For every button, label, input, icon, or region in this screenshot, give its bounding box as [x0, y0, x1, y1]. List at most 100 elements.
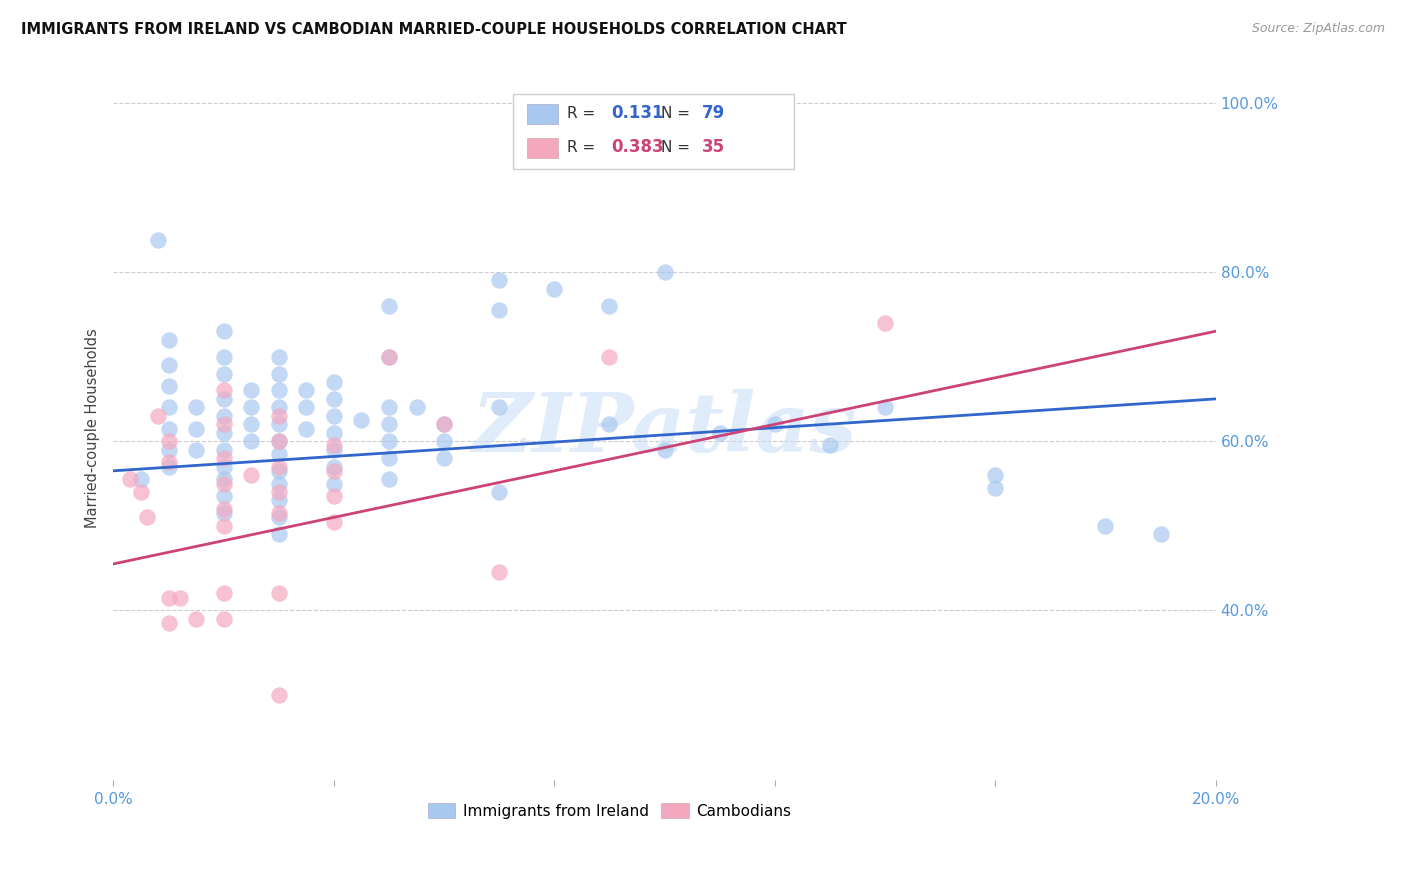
Point — [323, 515, 346, 529]
Point — [433, 434, 456, 449]
Point — [378, 434, 401, 449]
Point — [295, 421, 318, 435]
Point — [598, 417, 620, 432]
Point — [267, 367, 290, 381]
Point — [267, 434, 290, 449]
Point — [267, 459, 290, 474]
Point — [146, 409, 169, 423]
Point — [267, 586, 290, 600]
Point — [157, 434, 180, 449]
Point — [267, 485, 290, 500]
Point — [118, 472, 141, 486]
Point — [212, 425, 235, 440]
Point — [350, 413, 373, 427]
Point — [1094, 518, 1116, 533]
Point — [323, 476, 346, 491]
Point — [157, 401, 180, 415]
Point — [129, 485, 152, 500]
Point — [323, 459, 346, 474]
Point — [378, 401, 401, 415]
Text: N =: N = — [661, 106, 695, 120]
Point — [267, 417, 290, 432]
Point — [267, 506, 290, 520]
Point — [157, 442, 180, 457]
Point — [267, 434, 290, 449]
Text: R =: R = — [567, 140, 600, 154]
Point — [212, 367, 235, 381]
Text: 0.131: 0.131 — [612, 104, 664, 122]
Point — [212, 476, 235, 491]
Point — [212, 518, 235, 533]
Point — [212, 392, 235, 406]
Point — [267, 350, 290, 364]
Point — [240, 384, 263, 398]
Point — [267, 476, 290, 491]
Text: R =: R = — [567, 106, 600, 120]
Point — [818, 438, 841, 452]
Point — [323, 464, 346, 478]
Y-axis label: Married-couple Households: Married-couple Households — [86, 328, 100, 528]
Point — [240, 401, 263, 415]
Point — [984, 481, 1007, 495]
Point — [212, 417, 235, 432]
Point — [129, 472, 152, 486]
Point — [212, 506, 235, 520]
Point — [488, 566, 510, 580]
Text: N =: N = — [661, 140, 695, 154]
Point — [488, 485, 510, 500]
Point — [654, 265, 676, 279]
Point — [598, 299, 620, 313]
Point — [984, 468, 1007, 483]
Point — [212, 451, 235, 466]
Point — [488, 401, 510, 415]
Point — [186, 421, 208, 435]
Point — [186, 401, 208, 415]
Point — [212, 350, 235, 364]
Point — [267, 493, 290, 508]
Point — [212, 384, 235, 398]
Point — [267, 464, 290, 478]
Point — [598, 350, 620, 364]
Point — [135, 510, 157, 524]
Text: Source: ZipAtlas.com: Source: ZipAtlas.com — [1251, 22, 1385, 36]
Point — [763, 417, 786, 432]
Point — [654, 442, 676, 457]
Point — [240, 434, 263, 449]
Point — [157, 333, 180, 347]
Point — [212, 489, 235, 503]
Text: 79: 79 — [702, 104, 725, 122]
Text: 35: 35 — [702, 138, 724, 156]
Point — [240, 468, 263, 483]
Point — [157, 379, 180, 393]
Point — [433, 417, 456, 432]
Point — [212, 324, 235, 338]
Point — [146, 233, 169, 247]
Point — [323, 375, 346, 389]
Point — [295, 401, 318, 415]
Point — [433, 417, 456, 432]
Point — [378, 350, 401, 364]
Point — [212, 502, 235, 516]
Point — [267, 688, 290, 702]
Text: IMMIGRANTS FROM IRELAND VS CAMBODIAN MARRIED-COUPLE HOUSEHOLDS CORRELATION CHART: IMMIGRANTS FROM IRELAND VS CAMBODIAN MAR… — [21, 22, 846, 37]
Point — [157, 358, 180, 372]
Point — [709, 425, 731, 440]
Point — [488, 303, 510, 318]
Text: 0.383: 0.383 — [612, 138, 664, 156]
Text: ZIPatlas: ZIPatlas — [472, 389, 858, 468]
Point — [212, 409, 235, 423]
Point — [378, 350, 401, 364]
Point — [267, 409, 290, 423]
Point — [378, 451, 401, 466]
Point — [543, 282, 565, 296]
Point — [433, 451, 456, 466]
Point — [323, 409, 346, 423]
Point — [323, 438, 346, 452]
Point — [169, 591, 191, 605]
Point — [157, 591, 180, 605]
Point — [295, 384, 318, 398]
Point — [873, 401, 896, 415]
Point — [212, 442, 235, 457]
Point — [157, 459, 180, 474]
Point — [212, 459, 235, 474]
